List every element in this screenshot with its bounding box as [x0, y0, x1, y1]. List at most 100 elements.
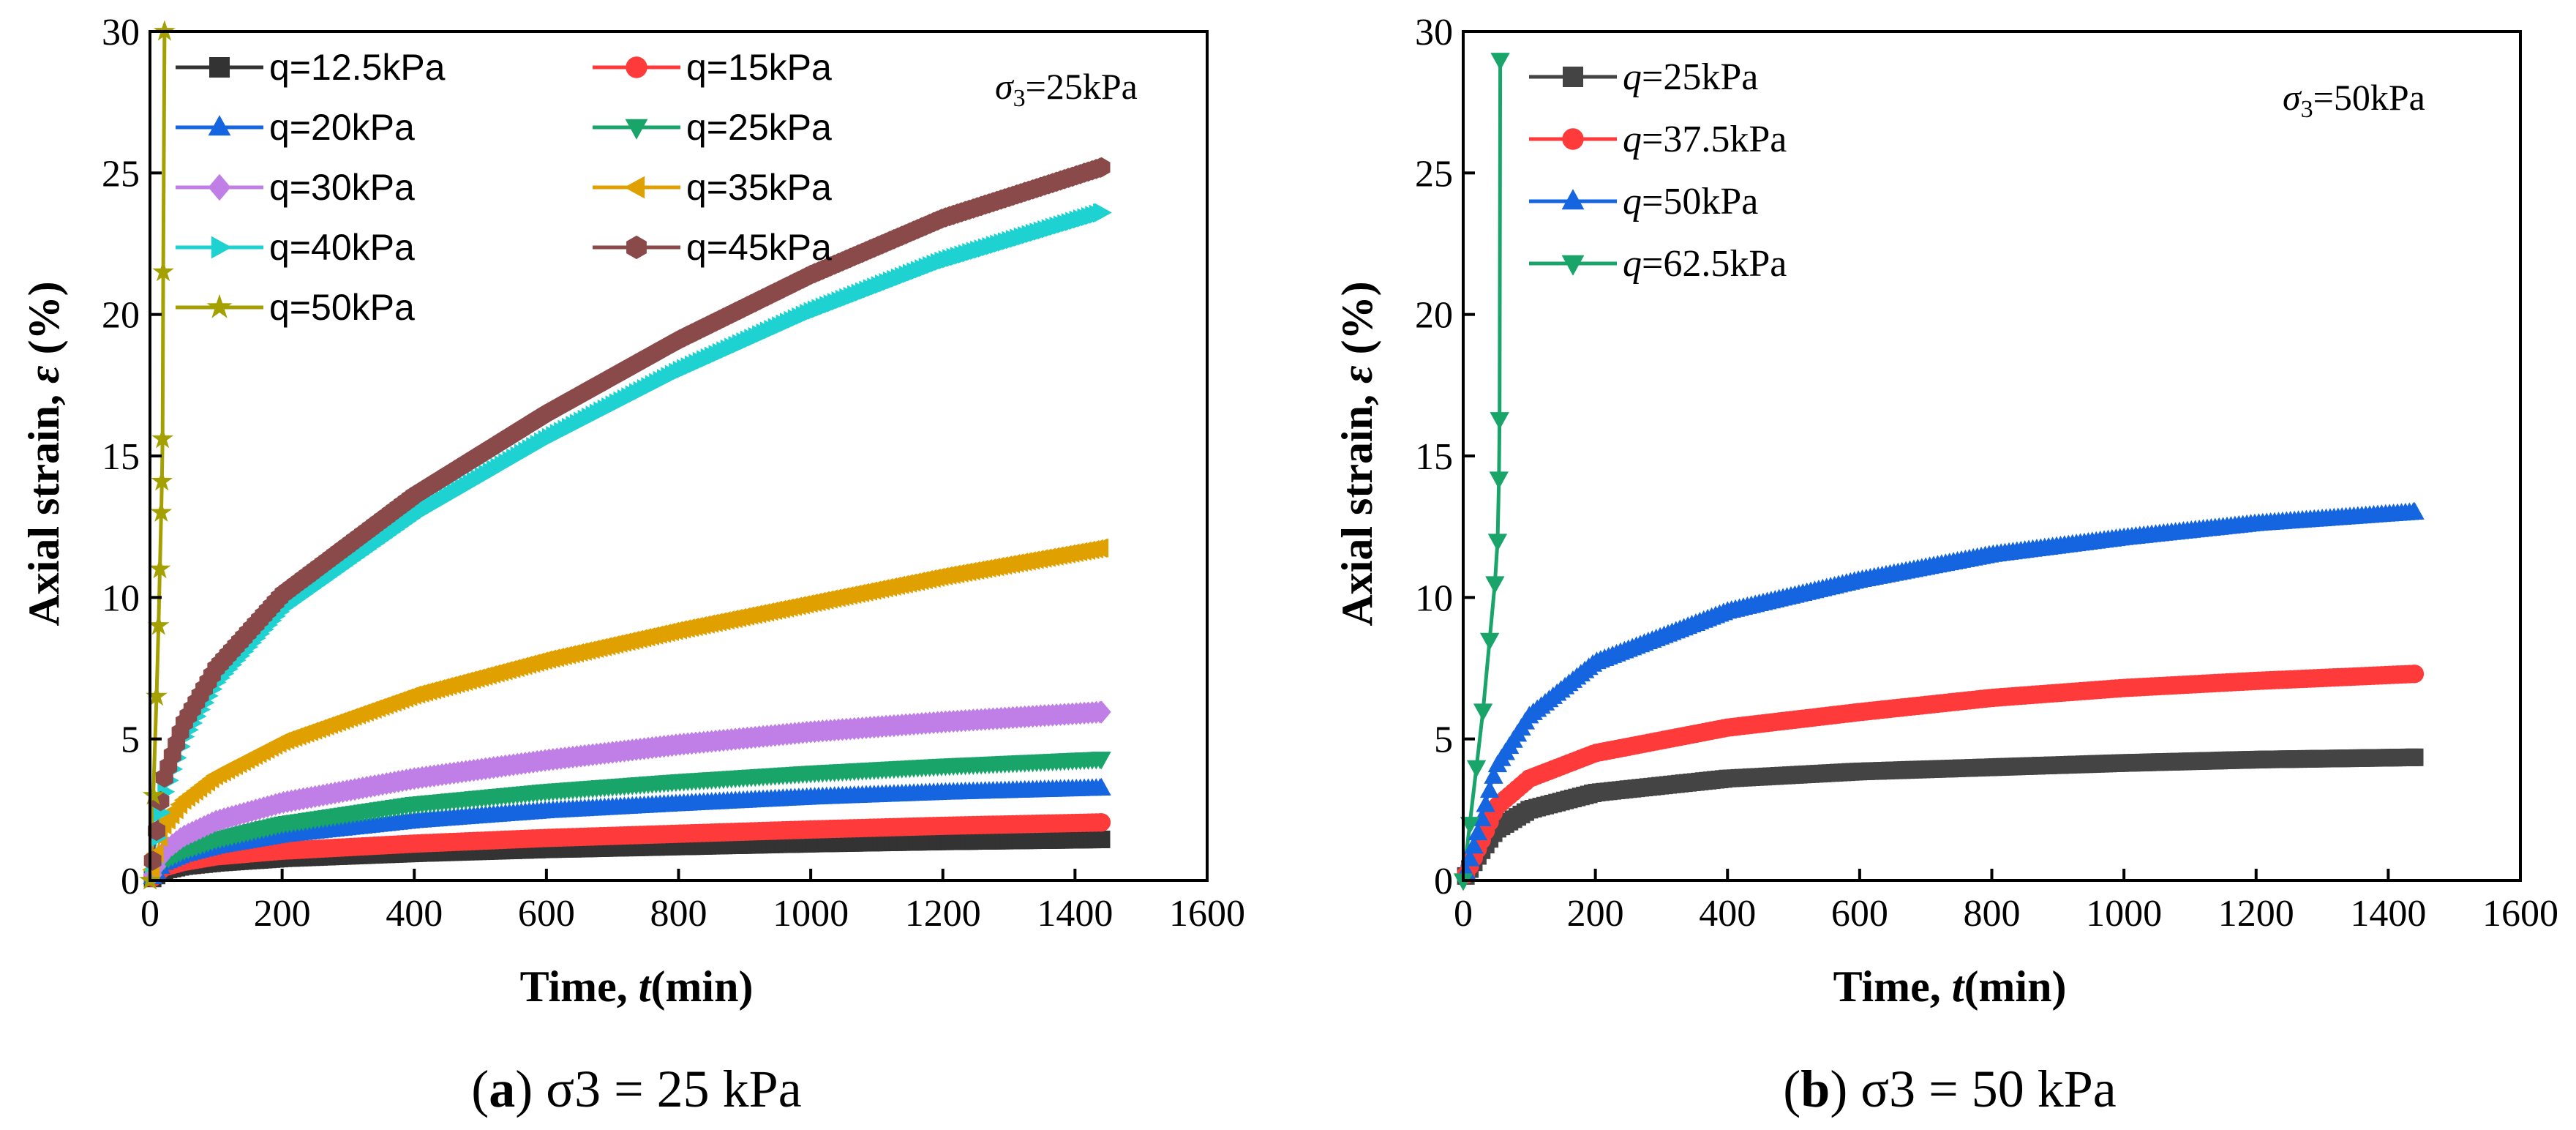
data-point-q40kPa	[1094, 203, 1112, 222]
x-tick-label: 1000	[2086, 893, 2162, 935]
data-point-q50kPa	[151, 427, 173, 449]
data-point-q15kPa	[1092, 813, 1111, 832]
x-tick-label: 400	[1699, 893, 1756, 935]
legend-label-q62-5kPa: q=62.5kPa	[1623, 243, 1787, 285]
y-tick-label: 30	[102, 12, 140, 53]
series-line-q50kPa	[148, 31, 167, 881]
panel-b-chart: 0 200 400 600 800 1000 1200 1400 1600 0 5 10 15 20 25…	[1333, 12, 2558, 1118]
legend-marker-q12-5kPa	[209, 57, 230, 78]
x-tick-label: 800	[650, 893, 707, 935]
x-tick-label: 1600	[2482, 893, 2558, 935]
data-point-q50kPa	[147, 614, 170, 635]
panel-b-x-axis-label: Time, t(min)	[1833, 962, 2067, 1011]
panel-a-y-axis-label: Axial strain, ε (%)	[20, 281, 68, 626]
x-tick-label: 600	[518, 893, 575, 935]
y-tick-label: 5	[121, 719, 140, 761]
legend-label-q20kPa: q=20kPa	[269, 107, 415, 148]
legend-label-q15kPa: q=15kPa	[686, 47, 832, 88]
data-point-q45kPa	[1092, 157, 1111, 178]
data-point-q62-5kPa	[1489, 471, 1509, 490]
legend-label-q50kPa: q=50kPa	[1623, 181, 1758, 222]
panel-a-chart: 0 200 400 600 800 1000 1200 1400 1600 0 5 10 15 20 25…	[20, 12, 1245, 1118]
y-tick-label: 10	[1415, 577, 1453, 619]
legend-label-q25kPa: q=25kPa	[686, 107, 832, 148]
data-point-q45kPa	[148, 820, 165, 842]
data-point-q62-5kPa	[1490, 412, 1509, 430]
legend-marker-q20kPa	[208, 115, 231, 136]
data-point-q37-5kPa	[2405, 665, 2425, 684]
panel-b-sigma-annotation: σ3=50kPa	[2283, 77, 2425, 123]
y-tick-label: 5	[1434, 719, 1453, 761]
data-point-q35kPa	[1091, 538, 1109, 558]
y-tick-label: 0	[121, 861, 140, 902]
legend-marker-q50kPa	[1561, 189, 1585, 210]
y-tick-label: 15	[1415, 436, 1453, 478]
x-tick-label: 0	[1454, 893, 1473, 935]
x-tick-label: 1400	[1037, 893, 1113, 935]
legend-marker-q50kPa	[206, 293, 233, 318]
data-point-q50kPa	[152, 261, 174, 282]
legend-label-q40kPa: q=40kPa	[269, 227, 415, 268]
y-tick-label: 20	[1415, 295, 1453, 337]
data-point-q25kPa	[1092, 752, 1111, 770]
panel-b-y-ticks: 0 5 10 15 20 25 30	[1415, 12, 1475, 902]
data-point-q50kPa	[1464, 836, 1484, 854]
data-point-q50kPa	[151, 470, 173, 491]
legend-label-q37-5kPa: q=37.5kPa	[1623, 119, 1787, 160]
data-point-q50kPa	[1479, 780, 1500, 798]
data-point-q62-5kPa	[1466, 760, 1487, 778]
data-point-q50kPa	[1460, 848, 1480, 867]
data-point-q45kPa	[143, 850, 162, 871]
panel-a-markers	[139, 20, 1112, 890]
panel-a-x-ticks: 0 200 400 600 800 1000 1200 1400 1600	[140, 869, 1245, 935]
data-point-q50kPa	[1476, 794, 1495, 812]
data-point-q62-5kPa	[1453, 873, 1473, 891]
panel-b-markers	[1453, 53, 2425, 891]
legend-marker-q25kPa	[1563, 67, 1583, 87]
data-point-q50kPa	[1468, 823, 1488, 841]
x-tick-label: 1200	[905, 893, 981, 935]
data-point-q50kPa	[1484, 766, 1503, 784]
series-line-q62-5kPa	[1461, 59, 1503, 881]
x-tick-label: 200	[1567, 893, 1624, 935]
data-point-q62-5kPa	[1490, 53, 1510, 71]
y-tick-label: 25	[102, 153, 140, 195]
x-tick-label: 1200	[2218, 893, 2294, 935]
data-point-q50kPa	[2405, 501, 2425, 520]
legend-label-q35kPa: q=35kPa	[686, 167, 832, 208]
x-tick-label: 1000	[773, 893, 849, 935]
data-point-q62-5kPa	[1485, 576, 1505, 594]
legend-label-q12-5kPa: q=12.5kPa	[269, 47, 446, 88]
data-point-q50kPa	[1472, 808, 1492, 826]
legend-marker-q35kPa	[624, 176, 645, 199]
legend-label-q45kPa: q=45kPa	[686, 227, 832, 268]
y-tick-label: 25	[1415, 153, 1453, 195]
panel-b-legend: q=25kPa q=37.5kPa q=50kPa q=62.5kPa	[1529, 56, 1787, 285]
panel-a-caption: (a) σ3 = 25 kPa	[471, 1060, 801, 1118]
legend-marker-q25kPa	[625, 119, 648, 140]
x-tick-label: 400	[386, 893, 443, 935]
panel-b-y-axis-label: Axial strain, ε (%)	[1333, 281, 1381, 626]
panel-a-legend: q=12.5kPa q=15kPa q=20kPa q=25kPa q=30kPa q=3…	[176, 47, 832, 328]
data-point-q62-5kPa	[1479, 632, 1500, 651]
x-tick-label: 1400	[2350, 893, 2426, 935]
data-point-q50kPa	[142, 784, 165, 805]
panel-a-x-axis-label: Time, t(min)	[520, 962, 754, 1011]
panel-b-caption: (b) σ3 = 50 kPa	[1783, 1060, 2116, 1118]
data-point-q50kPa	[149, 558, 171, 579]
legend-label-q30kPa: q=30kPa	[269, 167, 415, 208]
y-tick-label: 20	[102, 295, 140, 337]
y-tick-label: 10	[102, 577, 140, 619]
series-line-q45kPa	[149, 166, 1102, 881]
panel-a-y-ticks: 0 5 10 15 20 25 30	[102, 12, 162, 902]
legend-marker-q62-5kPa	[1561, 255, 1585, 276]
data-point-q62-5kPa	[1487, 534, 1508, 552]
panel-a-sigma-annotation: σ3=25kPa	[995, 66, 1138, 112]
legend-label-q50kPa: q=50kPa	[269, 287, 415, 328]
data-point-q12-5kPa	[1092, 830, 1111, 848]
x-tick-label: 600	[1831, 893, 1888, 935]
data-point-q20kPa	[1092, 777, 1111, 796]
x-tick-label: 800	[1964, 893, 2021, 935]
x-tick-label: 200	[254, 893, 311, 935]
data-point-q25kPa	[2406, 748, 2424, 766]
